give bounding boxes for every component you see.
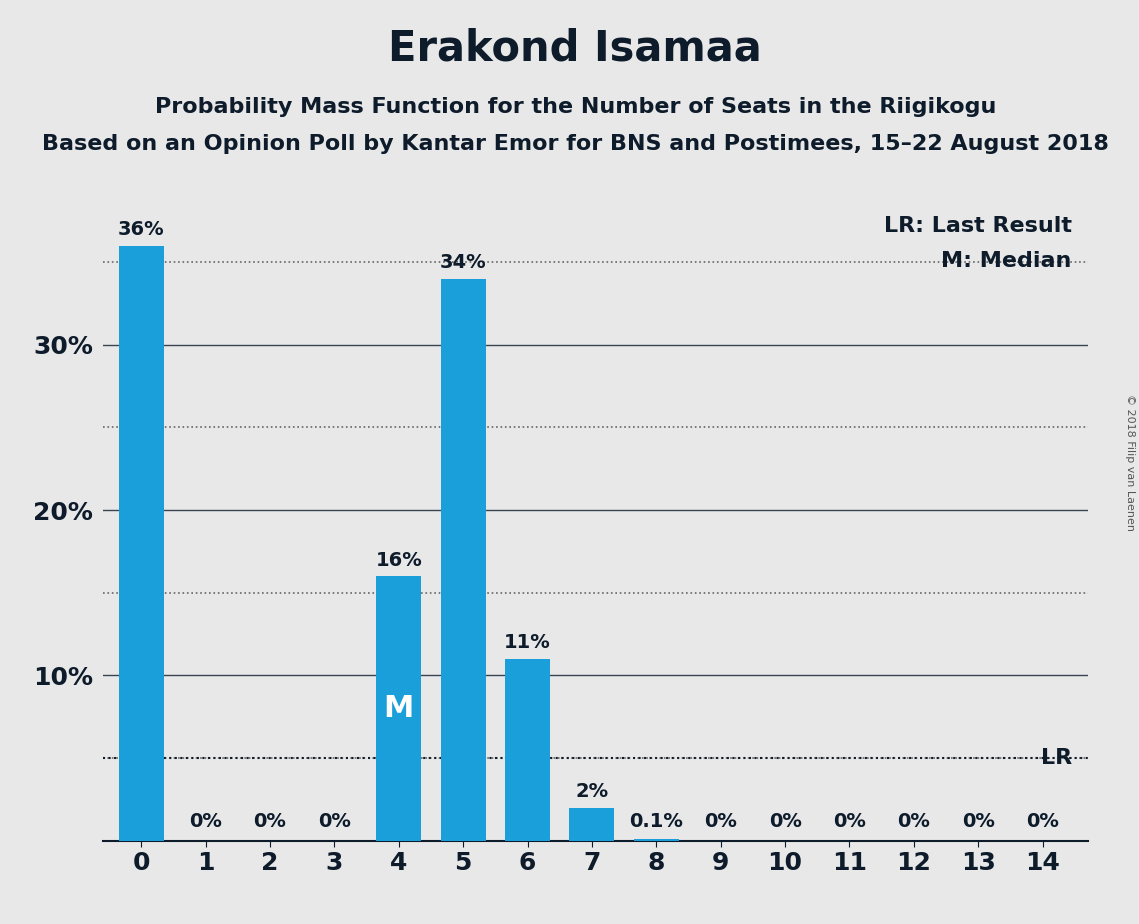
- Text: 0%: 0%: [769, 812, 802, 831]
- Text: LR: Last Result: LR: Last Result: [884, 216, 1072, 236]
- Text: 11%: 11%: [505, 633, 551, 652]
- Bar: [570, 808, 614, 841]
- Text: Based on an Opinion Poll by Kantar Emor for BNS and Postimees, 15–22 August 2018: Based on an Opinion Poll by Kantar Emor …: [42, 134, 1108, 154]
- Text: LR: LR: [1041, 748, 1072, 768]
- Text: 36%: 36%: [117, 220, 164, 239]
- Text: 0%: 0%: [1026, 812, 1059, 831]
- Bar: [118, 246, 164, 841]
- Text: 2%: 2%: [575, 782, 608, 801]
- Text: © 2018 Filip van Laenen: © 2018 Filip van Laenen: [1125, 394, 1134, 530]
- Text: 34%: 34%: [440, 253, 486, 272]
- Text: Probability Mass Function for the Number of Seats in the Riigikogu: Probability Mass Function for the Number…: [155, 97, 995, 117]
- Text: 0%: 0%: [833, 812, 866, 831]
- Bar: [376, 577, 421, 841]
- Bar: [505, 659, 550, 841]
- Text: 0%: 0%: [704, 812, 737, 831]
- Text: 0.1%: 0.1%: [630, 812, 683, 831]
- Bar: [633, 839, 679, 841]
- Text: 0%: 0%: [898, 812, 931, 831]
- Text: Erakond Isamaa: Erakond Isamaa: [388, 28, 762, 69]
- Text: 0%: 0%: [254, 812, 286, 831]
- Text: 0%: 0%: [961, 812, 994, 831]
- Text: 16%: 16%: [376, 551, 423, 570]
- Bar: [441, 279, 485, 841]
- Text: 0%: 0%: [189, 812, 222, 831]
- Text: M: Median: M: Median: [941, 250, 1072, 271]
- Text: M: M: [384, 694, 413, 723]
- Text: 0%: 0%: [318, 812, 351, 831]
